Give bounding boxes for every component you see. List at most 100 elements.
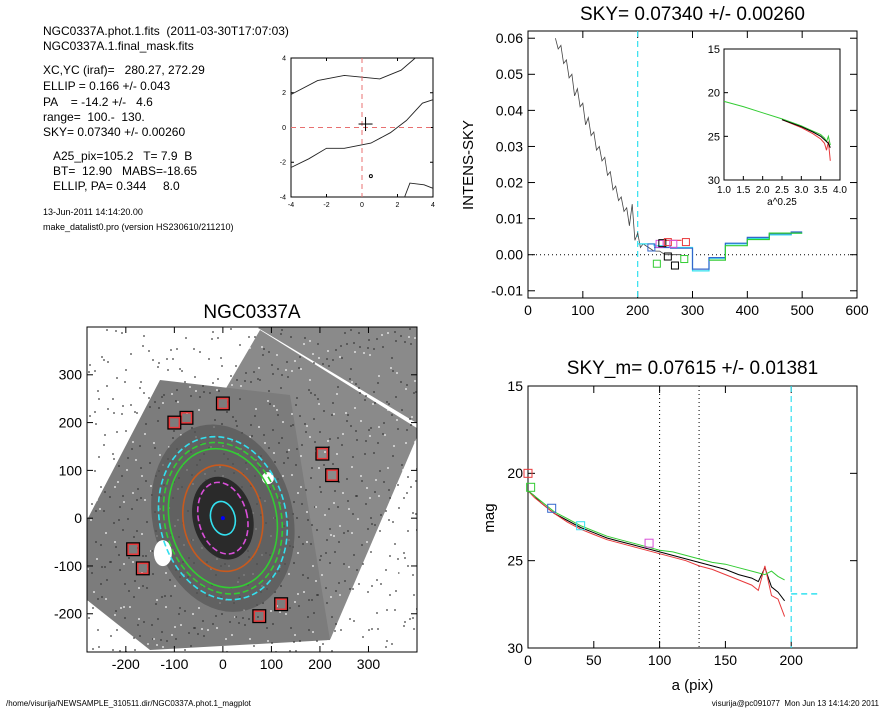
image-speckle (91, 503, 93, 505)
image-speckle (381, 618, 383, 620)
image-speckle (307, 616, 309, 618)
y-tick-label: 2 (282, 90, 286, 97)
image-speckle (364, 399, 366, 401)
y-tick-label: 0 (74, 510, 82, 526)
image-speckle (118, 554, 120, 556)
image-speckle (114, 541, 116, 543)
image-speckle (208, 358, 210, 360)
mag-square-marker (576, 521, 586, 531)
image-speckle (394, 609, 396, 611)
image-speckle (328, 508, 330, 510)
x-tick-label: 0 (360, 202, 364, 209)
image-speckle (288, 449, 290, 451)
image-speckle (245, 372, 247, 374)
image-speckle (250, 424, 252, 426)
image-speckle (305, 431, 307, 433)
image-speckle (318, 357, 320, 359)
image-speckle (376, 579, 378, 581)
image-speckle (165, 606, 167, 608)
image-speckle (88, 371, 90, 373)
image-speckle (384, 434, 386, 436)
image-speckle (180, 376, 182, 378)
image-speckle (134, 649, 136, 651)
inset-x-tick-label: 3.5 (814, 185, 828, 196)
image-speckle (293, 641, 295, 643)
image-speckle (218, 390, 220, 392)
sky-box-inner (137, 562, 149, 575)
image-speckle (93, 335, 95, 337)
image-speckle (115, 610, 117, 612)
image-speckle (322, 363, 324, 365)
y-tick-label: 20 (507, 465, 523, 481)
image-speckle (393, 502, 395, 504)
image-speckle (171, 393, 173, 395)
image-speckle (295, 650, 297, 652)
image-speckle (335, 349, 337, 351)
image-speckle (397, 484, 399, 486)
image-speckle (334, 551, 336, 553)
image-speckle (153, 387, 155, 389)
image-speckle (120, 607, 122, 609)
image-speckle (106, 385, 108, 387)
image-speckle (212, 623, 214, 625)
image-speckle (244, 380, 246, 382)
image-speckle (413, 628, 415, 630)
image-speckle (335, 590, 337, 592)
image-speckle (128, 557, 130, 559)
x-tick-label: 200 (626, 302, 650, 318)
image-speckle (180, 434, 182, 436)
image-speckle (269, 403, 271, 405)
param-bt: BT= 12.90 MABS=-18.65 (53, 164, 198, 178)
image-speckle (323, 410, 325, 412)
image-speckle (264, 442, 266, 444)
image-speckle (401, 409, 403, 411)
image-speckle (340, 345, 342, 347)
image-speckle (386, 401, 388, 403)
y-tick-label: 0 (282, 125, 286, 132)
image-speckle (390, 367, 392, 369)
image-speckle (144, 433, 146, 435)
image-speckle (144, 348, 146, 350)
image-speckle (111, 370, 113, 372)
image-speckle (291, 413, 293, 415)
image-speckle (370, 517, 372, 519)
image-speckle (360, 420, 362, 422)
image-speckle (231, 384, 233, 386)
image-speckle (90, 459, 92, 461)
sky-box-outer (215, 396, 230, 411)
image-content (87, 327, 417, 652)
y-tick-label: 30 (507, 640, 523, 656)
file-name-line: NGC0337A.phot.1.fits (2011-03-30T17:07:0… (43, 24, 289, 38)
mag-xlabel: a (pix) (672, 677, 714, 694)
image-speckle (321, 647, 323, 649)
image-speckle (171, 342, 173, 344)
image-speckle (95, 510, 97, 512)
image-speckle (379, 530, 381, 532)
image-speckle (153, 638, 155, 640)
image-speckle (365, 503, 367, 505)
image-speckle (335, 623, 337, 625)
image-speckle (410, 424, 412, 426)
image-speckle (104, 566, 106, 568)
image-speckle (184, 381, 186, 383)
image-speckle (99, 478, 101, 480)
image-speckle (92, 607, 94, 609)
image-speckle (204, 383, 206, 385)
image-speckle (313, 362, 315, 364)
mag-square-marker (644, 538, 654, 548)
image-speckle (322, 643, 324, 645)
image-speckle (136, 530, 138, 532)
y-tick-label: 0.00 (496, 247, 523, 263)
image-speckle (221, 365, 223, 367)
image-speckle (389, 497, 391, 499)
image-speckle (313, 418, 315, 420)
image-speckle (332, 402, 334, 404)
image-speckle (362, 636, 364, 638)
y-tick-label: -100 (54, 558, 82, 574)
image-speckle (369, 435, 371, 437)
image-speckle (297, 552, 299, 554)
image-speckle (266, 627, 268, 629)
image-speckle (404, 557, 406, 559)
image-speckle (333, 535, 335, 537)
image-speckle (123, 563, 125, 565)
